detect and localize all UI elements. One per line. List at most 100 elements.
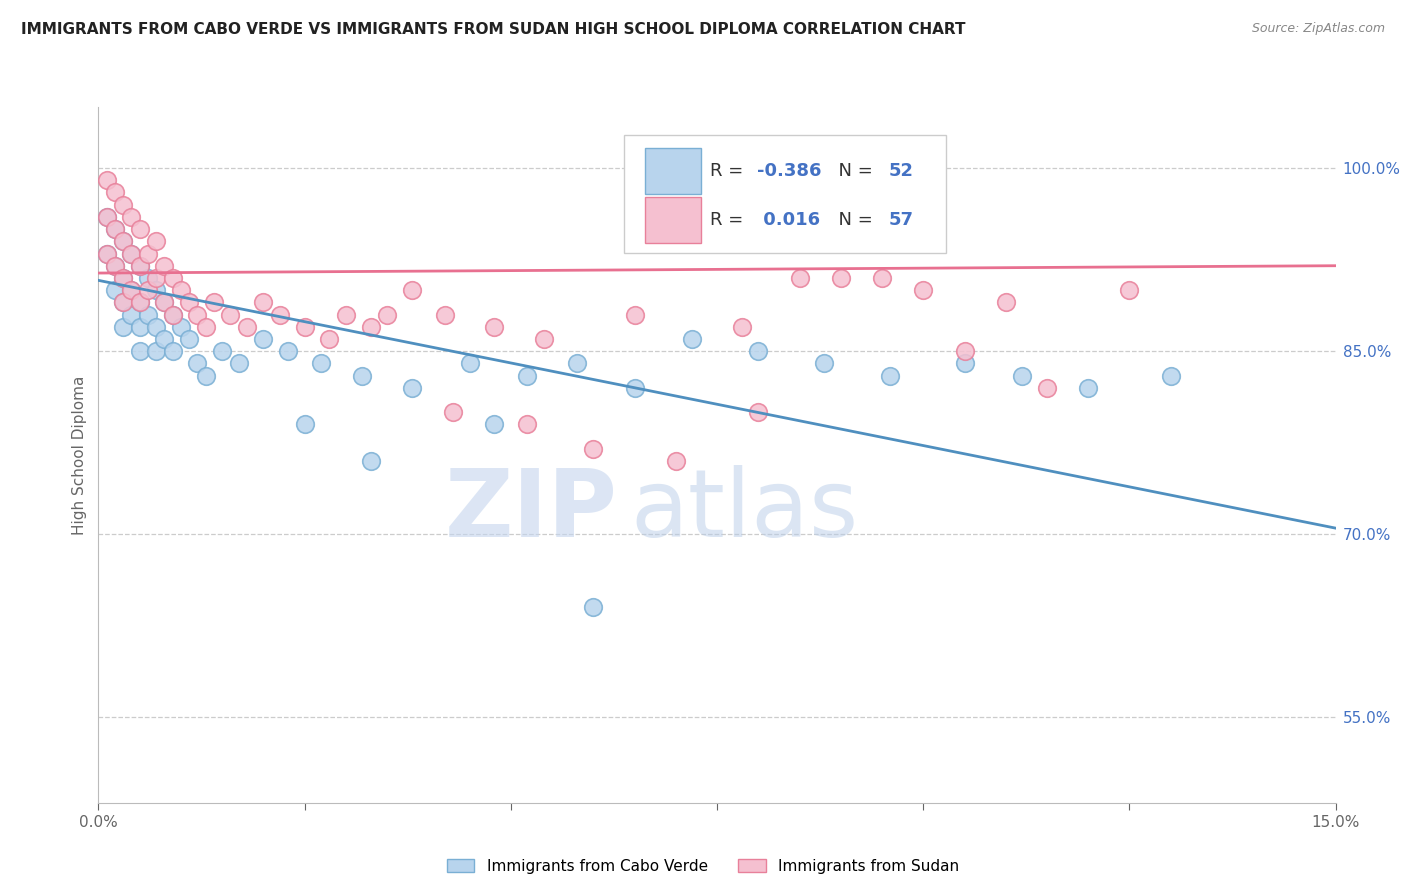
Point [211,344,233,359]
Point [153,295,176,310]
Point [179,295,201,310]
Point [120,246,142,260]
Text: 57: 57 [889,211,914,229]
Point [202,295,225,310]
Text: 52: 52 [889,162,914,180]
Point [747,405,769,419]
Point [236,319,259,334]
Point [375,308,398,322]
Point [789,271,811,285]
Point [401,283,423,297]
Point [104,283,127,297]
Point [162,308,184,322]
Point [623,381,645,395]
Point [170,283,193,297]
Point [186,308,208,322]
Point [104,222,127,236]
Point [352,368,374,383]
Point [219,308,242,322]
Point [309,356,332,370]
Point [128,259,150,273]
Point [104,186,127,200]
Point [623,308,645,322]
Point [136,271,159,285]
Point [681,332,703,346]
Point [104,259,127,273]
Point [120,283,142,297]
Point [582,442,605,456]
Point [128,259,150,273]
Point [96,210,118,224]
Point [128,295,150,310]
FancyBboxPatch shape [624,135,946,253]
Point [252,295,274,310]
Point [533,332,555,346]
Text: Source: ZipAtlas.com: Source: ZipAtlas.com [1251,22,1385,36]
Point [153,332,176,346]
Point [994,295,1017,310]
Point [145,283,167,297]
Point [96,246,118,260]
Point [112,271,135,285]
Point [228,356,250,370]
Point [170,319,193,334]
Point [112,235,135,249]
Point [1011,368,1033,383]
Point [136,283,159,297]
Point [665,454,688,468]
Text: IMMIGRANTS FROM CABO VERDE VS IMMIGRANTS FROM SUDAN HIGH SCHOOL DIPLOMA CORRELAT: IMMIGRANTS FROM CABO VERDE VS IMMIGRANTS… [21,22,966,37]
Point [162,271,184,285]
Point [179,332,201,346]
Point [136,308,159,322]
Point [145,271,167,285]
Point [458,356,481,370]
Point [145,235,167,249]
Point [162,344,184,359]
Point [194,319,217,334]
Text: N =: N = [827,211,879,229]
Text: 0.016: 0.016 [756,211,820,229]
Y-axis label: High School Diploma: High School Diploma [72,376,87,534]
FancyBboxPatch shape [645,148,702,194]
Point [294,319,316,334]
Legend: Immigrants from Cabo Verde, Immigrants from Sudan: Immigrants from Cabo Verde, Immigrants f… [440,853,966,880]
FancyBboxPatch shape [645,197,702,243]
Point [120,246,142,260]
Point [582,600,605,615]
Text: ZIP: ZIP [446,465,619,557]
Point [516,417,538,432]
Point [441,405,464,419]
Point [153,259,176,273]
Text: N =: N = [827,162,879,180]
Text: R =: R = [710,162,748,180]
Point [112,271,135,285]
Text: -0.386: -0.386 [756,162,821,180]
Point [294,417,316,432]
Point [186,356,208,370]
Text: R =: R = [710,211,748,229]
Point [112,197,135,211]
Point [1118,283,1140,297]
Point [112,235,135,249]
Text: atlas: atlas [630,465,859,557]
Point [128,319,150,334]
Point [318,332,340,346]
Point [128,344,150,359]
Point [96,246,118,260]
Point [120,283,142,297]
Point [112,295,135,310]
Point [870,271,893,285]
Point [277,344,299,359]
Point [128,222,150,236]
Point [112,319,135,334]
Point [96,210,118,224]
Point [104,259,127,273]
Point [912,283,935,297]
Point [360,454,382,468]
Point [136,246,159,260]
Point [433,308,456,322]
Point [953,344,976,359]
Point [194,368,217,383]
Point [145,319,167,334]
Point [1036,381,1059,395]
